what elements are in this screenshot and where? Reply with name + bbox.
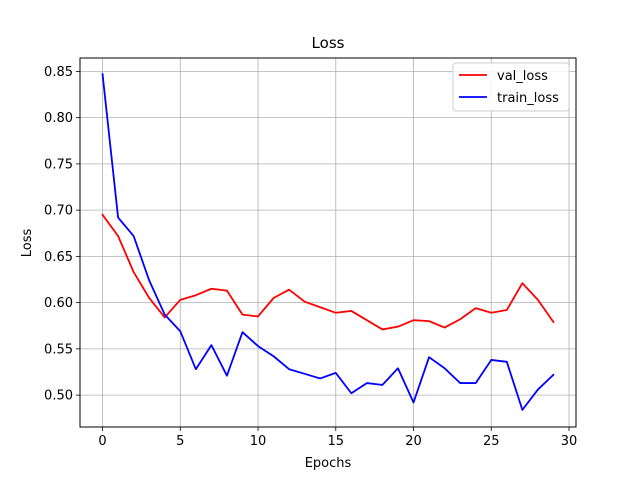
legend-label-val-loss: val_loss xyxy=(497,69,548,84)
x-tick-label: 0 xyxy=(98,434,106,449)
series-layer xyxy=(101,73,555,411)
x-tick-label: 5 xyxy=(176,434,184,449)
grid xyxy=(80,58,576,427)
y-tick-label: 0.60 xyxy=(44,296,73,311)
y-tick-label: 0.70 xyxy=(44,204,73,219)
legend: val_loss train_loss xyxy=(452,62,570,112)
series-line-val-loss xyxy=(101,213,555,331)
x-tick-label: 25 xyxy=(483,434,500,449)
chart-title: Loss xyxy=(312,34,345,52)
y-axis-label: Loss xyxy=(20,229,35,258)
x-axis-label: Epochs xyxy=(305,456,352,471)
x-axis: 0 5 10 15 20 25 30 xyxy=(98,427,577,449)
y-tick-label: 0.85 xyxy=(44,65,73,80)
y-tick-label: 0.65 xyxy=(44,250,73,265)
y-tick-label: 0.75 xyxy=(44,157,73,172)
plot-frame xyxy=(79,57,577,428)
x-tick-label: 20 xyxy=(405,434,422,449)
y-tick-label: 0.80 xyxy=(44,111,73,126)
legend-label-train-loss: train_loss xyxy=(497,91,559,106)
y-tick-label: 0.50 xyxy=(44,389,73,404)
x-tick-label: 30 xyxy=(561,434,578,449)
x-tick-label: 10 xyxy=(250,434,267,449)
x-tick-label: 15 xyxy=(328,434,345,449)
series-line-train-loss xyxy=(101,73,555,411)
y-tick-label: 0.55 xyxy=(44,342,73,357)
y-axis: 0.50 0.55 0.60 0.65 0.70 0.75 0.80 0.85 xyxy=(44,65,80,404)
